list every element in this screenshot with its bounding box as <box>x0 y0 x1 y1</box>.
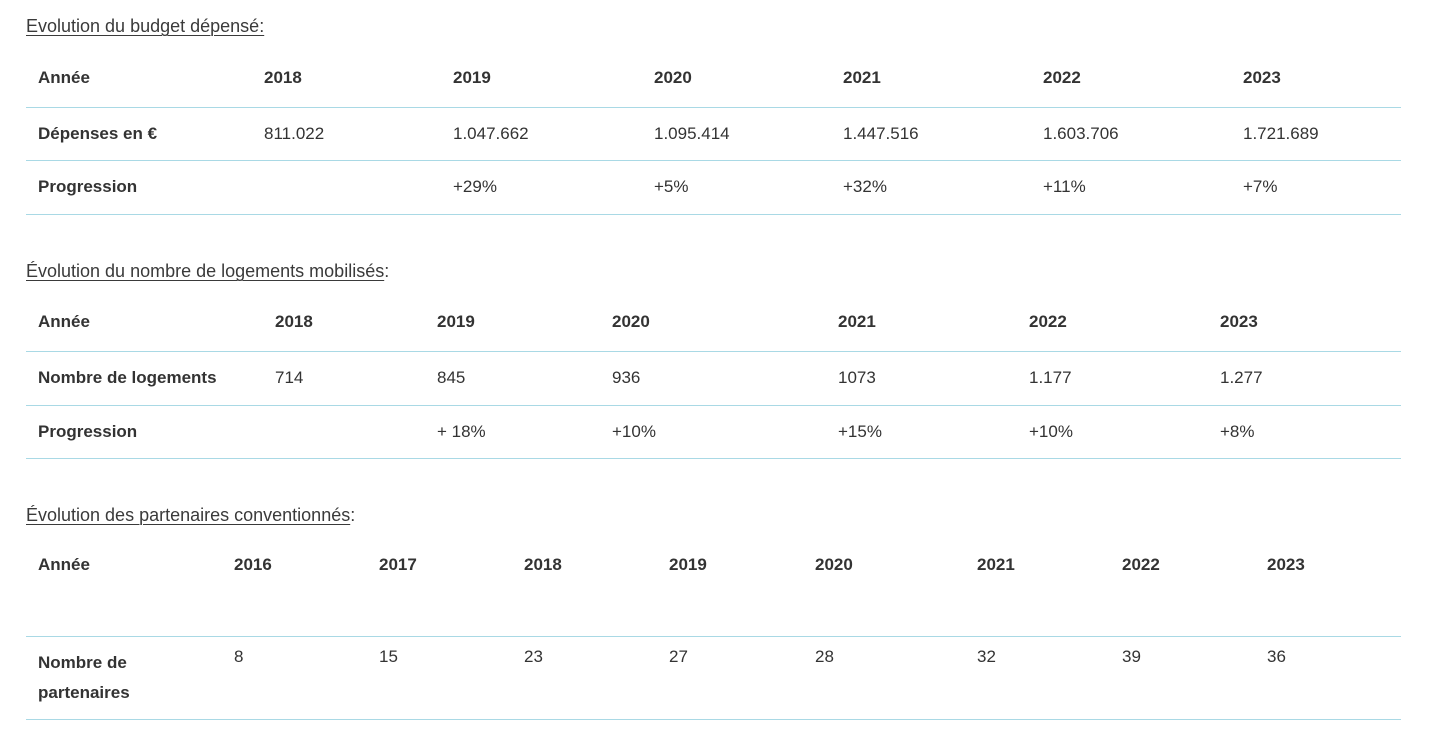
row-header: Dépenses en € <box>26 106 252 160</box>
progress-cell: +15% <box>826 404 1017 459</box>
year-cell: 2020 <box>654 67 692 87</box>
progress-cell: +11% <box>1031 159 1231 215</box>
year-cell: 2020 <box>815 555 853 574</box>
count-cell: 15 <box>367 635 512 720</box>
progress-cell: +5% <box>642 159 831 215</box>
year-cell: 2017 <box>379 555 417 574</box>
year-cell: 2020 <box>612 311 650 331</box>
spend-cell: 1.095.414 <box>642 106 831 160</box>
year-cell: 2023 <box>1220 311 1258 331</box>
progress-cell: +10% <box>1017 404 1208 459</box>
progress-cell: + 18% <box>425 404 600 459</box>
budget-table: Année 2018 2019 2020 2021 2022 2023 Dépe… <box>26 49 1401 215</box>
year-cell: 2019 <box>669 555 707 574</box>
progress-cell: +8% <box>1208 404 1401 459</box>
year-cell: 2022 <box>1029 311 1067 331</box>
year-cell: 2021 <box>838 311 876 331</box>
count-cell: 39 <box>1110 635 1255 720</box>
partners-caption-text: Évolution des partenaires conventionnés <box>26 505 351 525</box>
year-cell: 2018 <box>275 311 313 331</box>
count-cell: 23 <box>512 635 657 720</box>
count-cell: 36 <box>1255 635 1401 720</box>
spend-cell: 811.022 <box>252 106 441 160</box>
budget-year-row: Année 2018 2019 2020 2021 2022 2023 <box>26 49 1401 107</box>
spend-cell: 1.603.706 <box>1031 106 1231 160</box>
year-cell: 2022 <box>1122 555 1160 574</box>
budget-section: Evolution du budget dépensé: Année 2018 … <box>26 14 1401 216</box>
housing-count-row: Nombre de logements 714 845 936 1073 1.1… <box>26 350 1401 405</box>
housing-caption: Évolution du nombre de logements mobilis… <box>26 261 389 282</box>
partners-section: Évolution des partenaires conventionnés:… <box>26 503 1401 723</box>
progress-cell <box>252 159 441 215</box>
housing-caption-suffix: : <box>384 261 390 281</box>
row-header: Année <box>38 67 90 87</box>
row-header: Année <box>38 311 90 331</box>
year-cell: 2021 <box>977 555 1015 574</box>
spend-cell: 1.047.662 <box>441 106 642 160</box>
budget-progress-row: Progression +29% +5% +32% +11% +7% <box>26 159 1401 215</box>
count-cell: 28 <box>803 635 965 720</box>
partners-count-row: Nombre de partenaires 8 15 23 27 28 32 3… <box>26 635 1401 720</box>
row-header: Année <box>38 555 90 574</box>
count-cell: 1.177 <box>1017 350 1208 405</box>
spend-cell: 1.721.689 <box>1231 106 1401 160</box>
year-cell: 2016 <box>234 555 272 574</box>
progress-cell: +32% <box>831 159 1031 215</box>
year-cell: 2023 <box>1267 555 1305 574</box>
year-cell: 2018 <box>524 555 562 574</box>
year-cell: 2019 <box>453 67 491 87</box>
row-header: Nombre de partenaires <box>26 635 222 720</box>
budget-caption-text: Evolution du budget dépensé: <box>26 16 265 36</box>
progress-cell: +10% <box>600 404 826 459</box>
count-cell: 27 <box>657 635 803 720</box>
spend-cell: 1.447.516 <box>831 106 1031 160</box>
year-cell: 2021 <box>843 67 881 87</box>
year-cell: 2023 <box>1243 67 1281 87</box>
row-header: Nombre de logements <box>26 350 263 405</box>
progress-cell: +29% <box>441 159 642 215</box>
count-cell: 714 <box>263 350 425 405</box>
count-cell: 32 <box>965 635 1110 720</box>
year-cell: 2018 <box>264 67 302 87</box>
year-cell: 2019 <box>437 311 475 331</box>
count-cell: 1.277 <box>1208 350 1401 405</box>
row-header: Progression <box>26 404 263 459</box>
partners-table: Année 2016 2017 2018 2019 2020 2021 2022… <box>26 537 1401 720</box>
partners-caption-suffix: : <box>350 505 356 525</box>
partners-year-row: Année 2016 2017 2018 2019 2020 2021 2022… <box>26 537 1401 636</box>
count-cell: 1073 <box>826 350 1017 405</box>
progress-cell <box>263 404 425 459</box>
count-cell: 8 <box>222 635 367 720</box>
year-cell: 2022 <box>1043 67 1081 87</box>
count-cell: 845 <box>425 350 600 405</box>
housing-table: Année 2018 2019 2020 2021 2022 2023 Nomb… <box>26 293 1401 459</box>
housing-progress-row: Progression + 18% +10% +15% +10% +8% <box>26 404 1401 459</box>
budget-spend-row: Dépenses en € 811.022 1.047.662 1.095.41… <box>26 106 1401 160</box>
partners-caption: Évolution des partenaires conventionnés: <box>26 505 355 526</box>
housing-caption-text: Évolution du nombre de logements mobilis… <box>26 261 385 281</box>
housing-year-row: Année 2018 2019 2020 2021 2022 2023 <box>26 293 1401 351</box>
housing-section: Évolution du nombre de logements mobilis… <box>26 259 1401 461</box>
budget-caption: Evolution du budget dépensé: <box>26 16 264 37</box>
row-header: Progression <box>26 159 252 215</box>
progress-cell: +7% <box>1231 159 1401 215</box>
count-cell: 936 <box>600 350 826 405</box>
